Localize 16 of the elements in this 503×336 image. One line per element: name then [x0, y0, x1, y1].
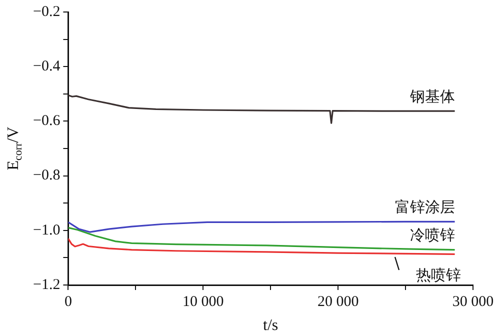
y-tick-label: −0.4: [32, 58, 61, 75]
series-label: 富锌涂层: [394, 198, 455, 216]
y-tick-label: −0.2: [32, 4, 60, 20]
x-tick-label: 0: [64, 294, 72, 310]
y-tick-label: −0.6: [32, 113, 61, 130]
y-tick-label: −1.0: [32, 222, 60, 238]
y-tick-label: −0.8: [32, 168, 60, 184]
x-axis-title: t/s: [263, 317, 278, 334]
series-label: 钢基体: [408, 87, 455, 106]
x-tick-label: 20 000: [317, 294, 359, 310]
x-tick-label: 30 000: [452, 294, 494, 310]
x-tick-label: 10 000: [182, 294, 224, 310]
y-axis-title: Ecorr/V: [5, 126, 25, 170]
y-tick-label: −1.2: [32, 276, 60, 293]
series-label: 热喷锌: [416, 266, 461, 284]
series-label: 冷喷锌: [410, 226, 455, 244]
